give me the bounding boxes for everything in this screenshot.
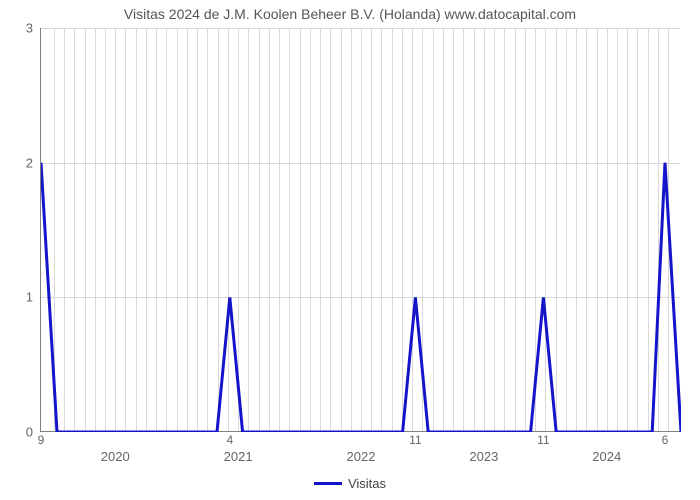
year-label: 2023: [469, 431, 498, 464]
chart-container: Visitas 2024 de J.M. Koolen Beheer B.V. …: [0, 0, 700, 500]
legend-label: Visitas: [348, 476, 386, 491]
peak-label: 4: [226, 431, 233, 447]
year-label: 2020: [101, 431, 130, 464]
legend-swatch: [314, 482, 342, 485]
peak-label: 6: [662, 431, 669, 447]
series-svg: [41, 28, 681, 432]
peak-label: 9: [38, 431, 45, 447]
series-line: [41, 163, 681, 432]
chart-title: Visitas 2024 de J.M. Koolen Beheer B.V. …: [0, 6, 700, 22]
year-label: 2022: [347, 431, 376, 464]
legend: Visitas: [314, 476, 386, 491]
ytick-label: 2: [26, 155, 41, 170]
peak-label: 11: [409, 431, 421, 447]
plot-area: 0123202020212022202320249411116: [40, 28, 680, 432]
year-label: 2024: [592, 431, 621, 464]
peak-label: 11: [537, 431, 549, 447]
ytick-label: 1: [26, 290, 41, 305]
ytick-label: 3: [26, 21, 41, 36]
